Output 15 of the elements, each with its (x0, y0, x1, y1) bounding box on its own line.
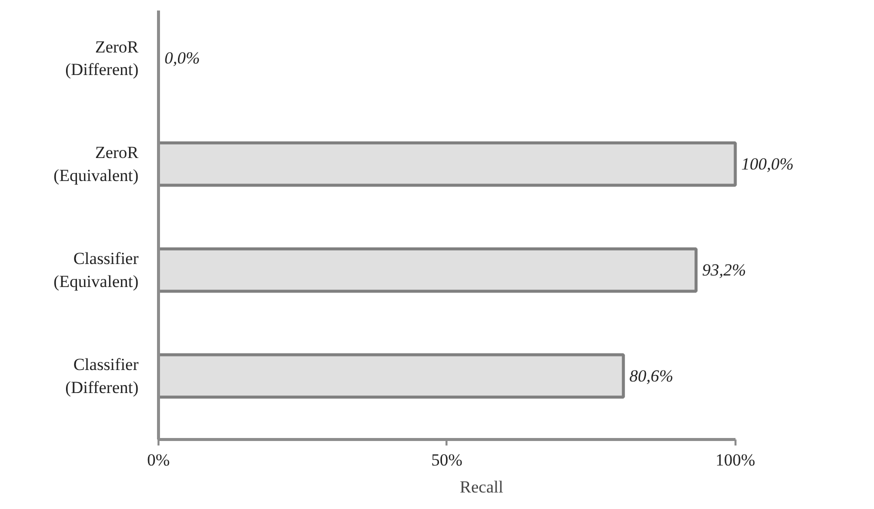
bar (158, 353, 625, 399)
data-label: 93,2% (702, 260, 746, 280)
bar (158, 141, 737, 187)
bar (158, 247, 698, 293)
x-axis-title: Recall (460, 478, 504, 496)
x-tick-label: 50% (431, 450, 462, 470)
data-label: 80,6% (629, 366, 674, 386)
y-tick-label: Classifier (Different) (65, 355, 139, 397)
data-label: 0,0% (164, 48, 200, 68)
x-tick-label: 0% (147, 450, 170, 470)
data-label: 100,0% (741, 154, 794, 174)
y-tick-label: ZeroR (Different) (65, 37, 140, 80)
y-tick-label: Classifier (Equivalent) (54, 249, 139, 291)
x-tick-label: 100% (715, 450, 756, 470)
y-tick-label: ZeroR (Equivalent) (54, 143, 140, 185)
